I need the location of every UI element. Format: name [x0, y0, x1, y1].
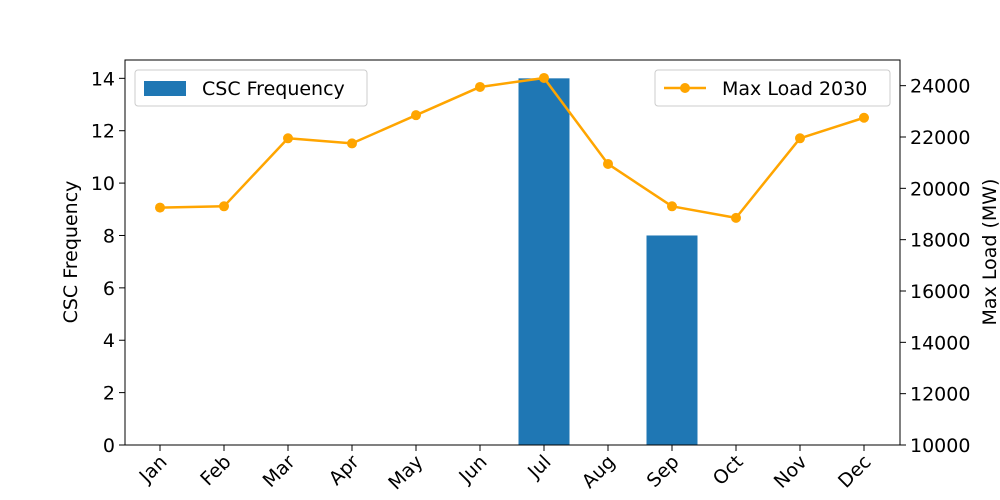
y-axis-right: 10000 12000 14000 16000 18000 20000 22000 24000: [900, 76, 970, 457]
bar-group: [518, 78, 698, 445]
line-group: [155, 72, 869, 223]
point-apr: [347, 138, 357, 149]
bar-sep: [646, 235, 698, 445]
x-axis: Jan Feb Mar Apr May Jun Jul Aug Sep Oct Nov Dec: [135, 445, 876, 494]
point-dec: [859, 112, 869, 123]
x-tick-label: Jan: [135, 451, 172, 488]
legend-bar-label: CSC Frequency: [202, 78, 345, 100]
y-left-tick-label: 12: [91, 121, 115, 143]
point-oct: [731, 212, 741, 223]
legend-line-marker: [680, 83, 690, 93]
x-tick-label: Nov: [770, 451, 812, 493]
point-sep: [667, 201, 677, 212]
point-jan: [155, 202, 165, 213]
y-right-tick-label: 20000: [910, 178, 970, 200]
point-mar: [283, 133, 293, 144]
x-tick-label: Oct: [709, 451, 748, 490]
y-left-tick-label: 14: [91, 68, 115, 90]
y-left-tick-label: 10: [91, 173, 115, 195]
y-right-tick-label: 24000: [910, 76, 970, 98]
y-left-tick-label: 4: [103, 330, 115, 352]
y-left-tick-label: 6: [103, 278, 115, 300]
y-axis-left-title: CSC Frequency: [60, 181, 82, 324]
x-tick-label: Apr: [325, 451, 364, 490]
y-axis-left: 0 2 4 6 8 10 12 14: [91, 68, 125, 457]
x-tick-label: Mar: [259, 451, 300, 492]
y-right-tick-label: 16000: [910, 281, 970, 303]
legend-line-frame: [654, 69, 891, 107]
legend-line-label: Max Load 2030: [722, 78, 867, 100]
legend-bar-frame: [134, 69, 368, 107]
y-right-tick-label: 10000: [910, 435, 970, 457]
x-tick-label: Feb: [196, 451, 235, 490]
legend-bar: CSC Frequency: [134, 69, 368, 107]
legend-line: Max Load 2030: [654, 69, 891, 107]
point-may: [411, 110, 421, 121]
y-right-tick-label: 18000: [910, 230, 970, 252]
point-jun: [475, 81, 485, 92]
point-aug: [603, 158, 613, 169]
x-tick-label: Jul: [523, 451, 555, 483]
y-right-tick-label: 22000: [910, 127, 970, 149]
y-right-tick-label: 14000: [910, 332, 970, 354]
x-tick-label: Jun: [454, 451, 491, 488]
plot-frame: [124, 59, 901, 446]
x-tick-label: Sep: [643, 451, 684, 492]
bar-jul: [518, 78, 570, 445]
legend-bar-swatch: [144, 81, 186, 96]
point-nov: [795, 133, 805, 144]
y-left-tick-label: 2: [103, 383, 115, 405]
x-tick-label: Dec: [834, 451, 876, 493]
x-tick-label: May: [384, 451, 427, 494]
y-left-tick-label: 0: [103, 435, 115, 457]
point-feb: [219, 201, 229, 212]
line-max-load: [159, 76, 865, 220]
y-axis-right-title: Max Load (MW): [979, 179, 1000, 326]
point-jul: [539, 72, 549, 83]
y-left-tick-label: 8: [103, 225, 115, 247]
x-tick-label: Aug: [578, 451, 620, 493]
y-right-tick-label: 12000: [910, 384, 970, 406]
